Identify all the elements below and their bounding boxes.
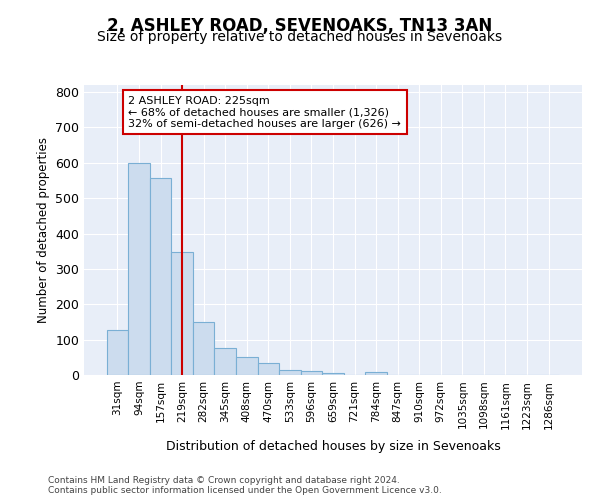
Bar bbox=[193, 322, 214, 375]
Bar bbox=[214, 348, 236, 375]
Text: 2 ASHLEY ROAD: 225sqm
← 68% of detached houses are smaller (1,326)
32% of semi-d: 2 ASHLEY ROAD: 225sqm ← 68% of detached … bbox=[128, 96, 401, 129]
X-axis label: Distribution of detached houses by size in Sevenoaks: Distribution of detached houses by size … bbox=[166, 440, 500, 452]
Bar bbox=[107, 330, 128, 375]
Bar bbox=[279, 370, 301, 375]
Bar bbox=[301, 371, 322, 375]
Bar bbox=[150, 178, 172, 375]
Text: Contains HM Land Registry data © Crown copyright and database right 2024.
Contai: Contains HM Land Registry data © Crown c… bbox=[48, 476, 442, 495]
Bar bbox=[172, 252, 193, 375]
Text: 2, ASHLEY ROAD, SEVENOAKS, TN13 3AN: 2, ASHLEY ROAD, SEVENOAKS, TN13 3AN bbox=[107, 18, 493, 36]
Bar bbox=[322, 373, 344, 375]
Bar bbox=[257, 362, 279, 375]
Bar bbox=[128, 163, 150, 375]
Y-axis label: Number of detached properties: Number of detached properties bbox=[37, 137, 50, 323]
Bar bbox=[236, 356, 257, 375]
Text: Size of property relative to detached houses in Sevenoaks: Size of property relative to detached ho… bbox=[97, 30, 503, 44]
Bar bbox=[365, 372, 387, 375]
